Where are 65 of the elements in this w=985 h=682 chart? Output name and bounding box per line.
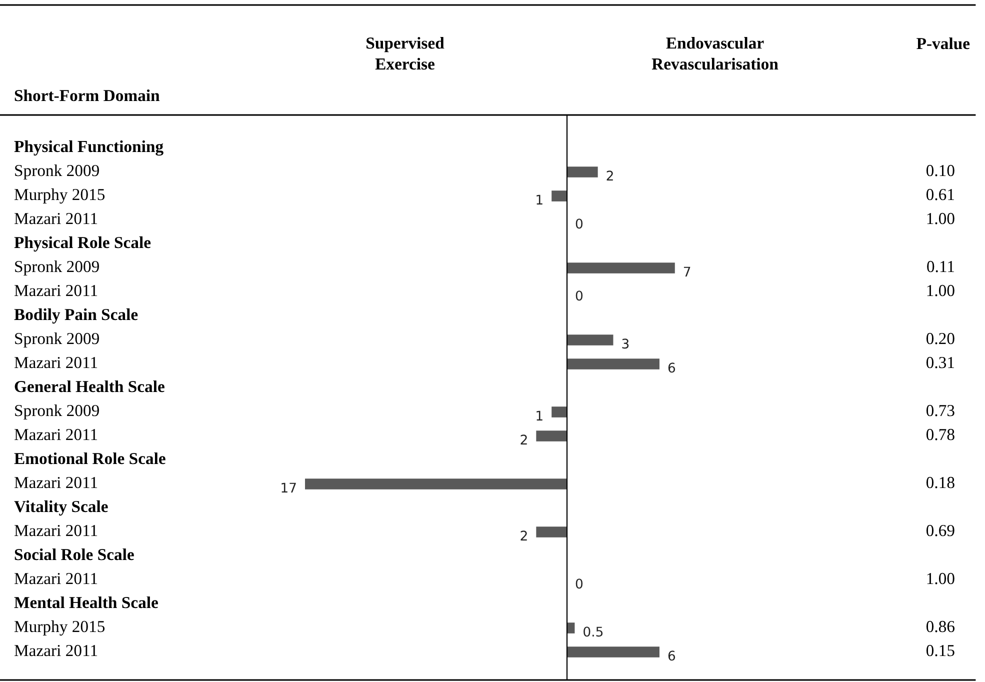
y-tick-label: General Health Scale	[14, 380, 164, 392]
y-tick-label: Mazari 2011	[14, 644, 98, 656]
bar	[567, 334, 614, 346]
text: Supervised Exercise	[366, 36, 444, 70]
text: 1.00	[927, 212, 954, 224]
y-tick-label: Spronk 2009	[15, 164, 99, 180]
text: 0.31	[926, 356, 954, 368]
data-label: 0	[576, 290, 583, 301]
text: 1.00	[927, 572, 954, 584]
y-tick-label: Mazari 2011	[14, 356, 98, 368]
text: 0.86	[926, 620, 955, 632]
data-label: 0.5	[584, 626, 603, 637]
text: 0.18	[926, 476, 954, 488]
annotation: 2	[520, 434, 527, 444]
y-tick-label: Murphy 2015	[14, 620, 105, 636]
data-label: 6	[668, 362, 676, 373]
bar	[552, 406, 567, 418]
y-tick-label: Emotional Role Scale	[14, 452, 166, 464]
text: Endovascular Revascularisation	[652, 36, 778, 70]
y-tick-label: Mazari 2011	[14, 428, 98, 440]
bar	[567, 262, 675, 274]
y-tick-label: Physical Functioning	[14, 140, 164, 156]
data-label: 7	[684, 266, 690, 276]
y-tick-label: Spronk 2009	[15, 404, 99, 420]
bar	[536, 526, 567, 538]
text: 0.61	[926, 188, 954, 200]
data-label: 0	[576, 218, 583, 229]
bar	[305, 478, 567, 490]
annotation: 2	[520, 530, 527, 540]
text: 0.15	[926, 644, 954, 656]
data-label: 6	[668, 650, 676, 661]
bar	[567, 646, 660, 658]
data-label: 3	[622, 338, 629, 349]
text: 17	[282, 482, 296, 492]
data-label: 0	[576, 578, 583, 589]
y-tick-label: Mazari 2011	[14, 524, 98, 536]
annotation: 1	[536, 194, 542, 204]
text: 0.20	[926, 332, 954, 344]
y-tick-label: Murphy 2015	[14, 188, 105, 204]
y-axis-title: Short-Form Domain	[14, 89, 160, 102]
y-tick-label: Spronk 2009	[15, 332, 99, 348]
bar	[567, 166, 598, 178]
bar	[552, 190, 567, 202]
y-tick-label: Mazari 2011	[14, 476, 98, 488]
y-tick-label: Mazari 2011	[14, 284, 98, 296]
y-tick-label: Social Role Scale	[14, 548, 134, 560]
y-tick-label: Mazari 2011	[14, 572, 98, 584]
y-tick-label: Physical Role Scale	[14, 236, 151, 252]
bar	[536, 430, 567, 442]
y-tick-label: Vitality Scale	[14, 500, 108, 516]
text: 0.78	[926, 428, 954, 440]
data-label: 2	[606, 170, 613, 180]
text: 1.00	[927, 284, 954, 296]
y-tick-label: Mazari 2011	[14, 212, 98, 224]
text: 0.11	[927, 260, 954, 272]
annotation: 1	[536, 410, 542, 420]
y-tick-label: Spronk 2009	[15, 260, 99, 276]
y-tick-label: Mental Health Scale	[14, 596, 158, 608]
text: 0.73	[926, 404, 954, 416]
text: P-value	[916, 37, 970, 50]
y-tick-label: Bodily Pain Scale	[14, 308, 138, 324]
text: 0.69	[926, 524, 954, 536]
bar	[567, 358, 660, 370]
text: 0.10	[926, 164, 954, 176]
bar	[567, 622, 575, 634]
